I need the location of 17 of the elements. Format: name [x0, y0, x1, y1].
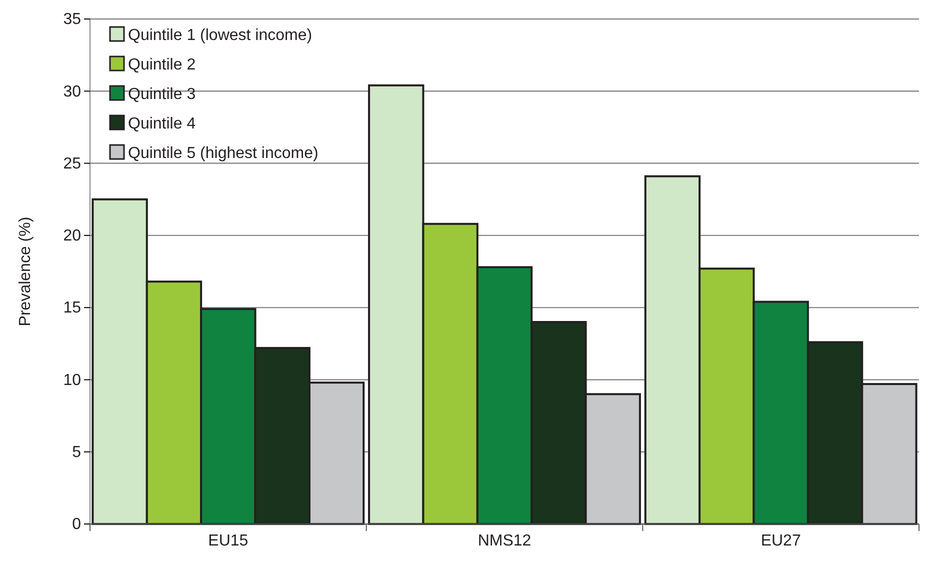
y-tick-label: 30 [63, 83, 82, 100]
legend-label: Quintile 4 [128, 116, 196, 132]
y-tick-label: 0 [72, 516, 82, 534]
y-tick-label: 25 [63, 155, 82, 172]
legend-label: Quintile 2 [128, 56, 196, 74]
legend-label: Quintile 1 (lowest income) [128, 27, 312, 44]
y-tick-label: 35 [63, 11, 82, 28]
y-tick-label: 5 [72, 444, 82, 461]
y-axis-title: Prevalence (%) [17, 216, 34, 326]
legend-label: Quintile 5 (highest income) [128, 145, 318, 162]
y-tick-label: 10 [63, 372, 82, 389]
x-tick-label: NMS12 [478, 532, 532, 550]
y-tick-label: 20 [63, 228, 82, 245]
legend-label: Quintile 3 [128, 86, 196, 103]
x-tick-label: EU15 [208, 532, 248, 550]
x-tick-label: EU27 [760, 532, 801, 550]
y-tick-label: 15 [63, 300, 82, 317]
